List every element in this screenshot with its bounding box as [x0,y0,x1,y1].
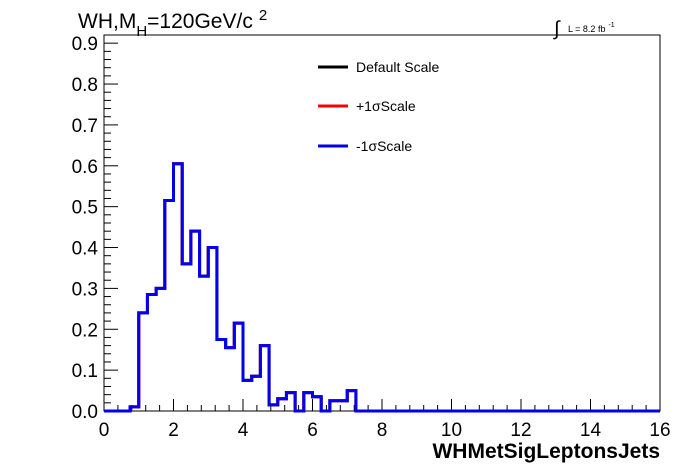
lumi-text: L = 8.2 fb [568,24,605,34]
legend-label-1: +1σScale [356,98,416,114]
y-tick-label: 0.0 [72,402,98,423]
x-tick-label: 14 [580,420,602,441]
y-tick-label: 0.4 [72,239,99,260]
lumi-integral: ∫ [553,18,561,40]
y-axis: 0.0 0.1 0.2 0.3 0.4 0.5 0.6 0.7 0.8 0.9 [72,34,118,423]
y-tick-label: 0.2 [72,320,98,341]
y-tick-label: 0.7 [72,116,98,137]
title-main: WH,M [78,10,136,33]
y-tick-label: 0.3 [72,279,98,300]
title-subscript: H [136,23,147,40]
x-tick-label: 12 [510,420,531,441]
x-tick-label: 10 [441,420,462,441]
x-axis: 0 2 4 6 8 10 12 14 16 [99,399,671,441]
x-tick-label: 2 [168,420,179,441]
y-tick-label: 0.6 [72,157,98,178]
legend: Default Scale +1σScale -1σScale [318,59,439,154]
y-tick-label: 0.8 [72,75,98,96]
legend-label-0: Default Scale [356,59,439,75]
x-tick-label: 4 [238,420,249,441]
y-tick-label: 0.1 [72,361,98,382]
x-tick-label: 16 [649,420,670,441]
series-layer [104,162,660,413]
x-axis-label: WHMetSigLeptonsJets [432,440,660,463]
y-tick-label: 0.5 [72,198,98,219]
lumi-label: L = 8.2 fb -1 [568,22,615,34]
x-tick-label: 0 [99,420,110,441]
legend-label-2: -1σScale [356,138,412,154]
lumi-superscript: -1 [608,22,614,29]
x-tick-label: 8 [377,420,388,441]
title-tail: =120GeV/c [147,10,253,33]
y-tick-label: 0.9 [72,34,98,55]
series-line-2 [104,162,660,413]
x-tick-label: 6 [307,420,318,441]
chart-title: WH,MH=120GeV/c 2 [78,7,267,40]
title-superscript: 2 [259,7,267,24]
